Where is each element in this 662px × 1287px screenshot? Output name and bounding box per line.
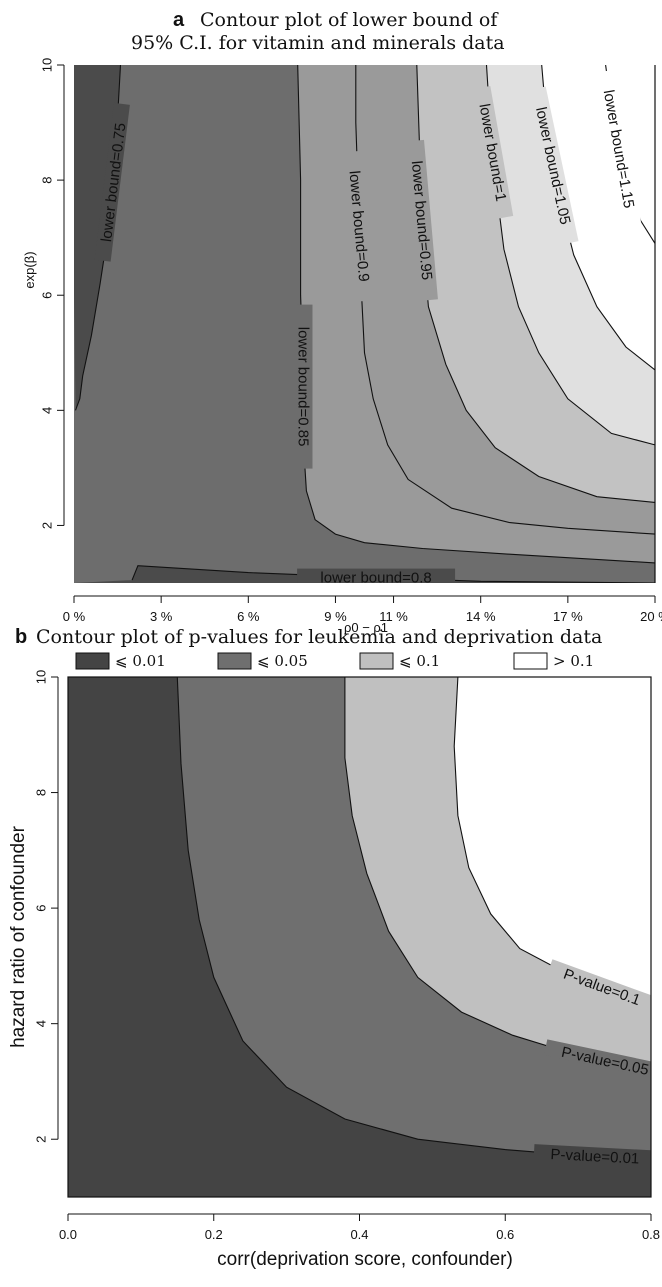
legend-item: ⩽ 0.1 [359,652,440,670]
x-tick-label: 14 % [466,609,496,624]
contour-label-bg [546,959,651,1013]
contour-label-bg [598,69,642,229]
x-tick-label: 0.6 [496,1227,514,1242]
x-tick-label: 0.0 [59,1227,77,1242]
y-tick-label: 8 [33,789,48,796]
panel-b-frame [67,676,652,1198]
panel-a: a Contour plot of lower bound of 95% C.I… [22,9,662,635]
contour-label-bg [296,304,313,469]
contour-label-0-01: P-value=0.01 [550,1146,640,1168]
panel-b: b Contour plot of p-values for leukemia … [8,626,660,1270]
contour-label-bg [474,85,514,219]
contour-label-bg [530,86,579,245]
panel-b-region-3 [454,677,651,998]
y-tick-label: 2 [39,522,54,529]
y-tick-label: 6 [33,904,48,911]
legend-label: ⩽ 0.05 [257,652,308,670]
panel-b-legend: ⩽ 0.01 ⩽ 0.05 ⩽ 0.1 > 0.1 [75,652,594,670]
legend-swatch [75,652,110,670]
x-tick-label: 9 % [324,609,347,624]
x-tick-label: 17 % [553,609,583,624]
legend-swatch [359,652,394,670]
contour-line-0-85 [297,65,655,564]
contour-label-bg [543,1039,651,1081]
legend-item: > 0.1 [513,652,594,670]
y-tick-label: 2 [33,1136,48,1143]
panel-b-axes: 0.0 0.2 0.4 0.6 0.8 2 4 6 8 10 corr(deprivation sc… [8,670,660,1270]
contour-label-bg [345,150,375,302]
panel-b-title: Contour plot of p-values for leukemia an… [36,626,602,648]
panel-a-x-axis-label: ρ0 − ρ1 [344,620,388,635]
x-tick-label: 11 % [379,609,408,624]
legend-item: ⩽ 0.01 [75,652,166,670]
legend-swatch [513,652,548,670]
contour-line-0-05 [344,677,651,1071]
x-tick-label: 0.2 [205,1227,223,1242]
x-tick-label: 0.8 [642,1227,660,1242]
legend-item: ⩽ 0.05 [217,652,308,670]
x-tick-label: 6 % [237,609,260,624]
panel-a-region-2 [74,565,655,583]
contour-label-bg [533,1144,651,1167]
y-tick-label: 6 [39,292,54,299]
panel-b-plot-area: P-value=0.01P-value=0.05P-value=0.1 [68,677,651,1197]
x-tick-label: 20 % [640,609,662,624]
panel-a-title-line1: Contour plot of lower bound of [200,9,499,31]
contour-label-bg [94,102,130,262]
contour-label-bg [408,139,438,301]
x-tick-label: 3 % [150,609,173,624]
x-tick-label: 0 % [63,609,86,624]
panel-b-regions: P-value=0.01P-value=0.05P-value=0.1 [68,677,651,1197]
contour-line-0-01 [176,677,651,1160]
panel-a-title-line2: 95% C.I. for vitamin and minerals data [131,32,505,54]
contour-label-bg [297,568,456,583]
panel-a-axes: 0 % 3 % 6 % 9 % 11 % 14 % 17 % 20 % 2 4 6 8 10 ρ0 − ρ… [22,58,662,635]
y-tick-label: 4 [39,407,54,414]
y-tick-label: 4 [33,1020,48,1027]
panel-b-x-axis-label: corr(deprivation score, confounder) [217,1249,513,1270]
contour-label-0-85: lower bound=0.85 [295,327,312,447]
y-tick-label: 10 [39,58,54,72]
legend-swatch [217,652,252,670]
x-tick-label: 0.4 [350,1227,368,1242]
y-tick-label: 10 [33,670,48,684]
legend-label: ⩽ 0.1 [399,652,440,670]
legend-label: ⩽ 0.01 [115,652,166,670]
panel-a-y-axis-label: exp(β) [22,251,37,288]
y-tick-label: 8 [39,176,54,183]
contour-label-0-8: lower bound=0.8 [320,570,431,587]
panel-b-y-axis-label: hazard ratio of confounder [8,825,29,1047]
panel-a-letter: a [173,9,185,31]
panel-b-letter: b [15,626,27,648]
legend-label: > 0.1 [553,652,594,670]
